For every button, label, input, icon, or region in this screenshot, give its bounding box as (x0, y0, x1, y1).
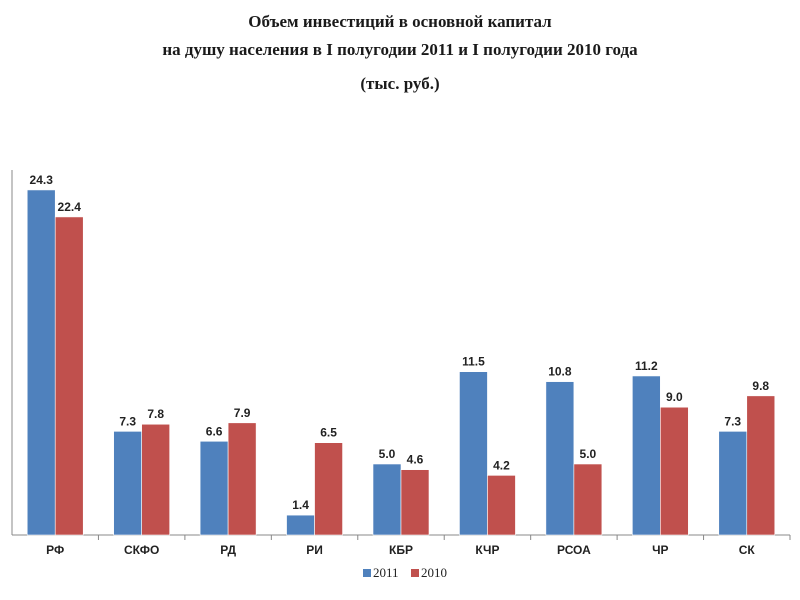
data-label-2011-7: 11.2 (635, 359, 658, 373)
legend-label-2010: 2010 (421, 565, 447, 580)
legend-swatch-2011 (363, 569, 371, 577)
bar-2010-7 (660, 406, 689, 536)
data-label-2010-2: 7.9 (234, 406, 251, 420)
bar-2010-1 (141, 423, 170, 536)
data-label-2011-0: 24.3 (30, 173, 54, 187)
data-label-2010-1: 7.8 (147, 407, 164, 421)
x-tick-label: ЧР (652, 543, 668, 557)
x-tick-label: КБР (389, 543, 413, 557)
data-label-2011-3: 1.4 (292, 498, 309, 512)
bar-2010-3 (314, 442, 343, 536)
bar-2011-2 (199, 440, 229, 536)
x-tick-label: РСОА (557, 543, 591, 557)
data-label-2010-4: 4.6 (407, 453, 424, 467)
data-label-2010-7: 9.0 (666, 390, 683, 404)
bar-2010-2 (227, 422, 257, 536)
bar-2011-5 (459, 371, 488, 536)
chart-title: Объем инвестиций в основной капитал на д… (0, 8, 800, 98)
x-tick-label: РФ (46, 543, 64, 557)
bar-2011-6 (545, 381, 575, 536)
data-label-2011-6: 10.8 (548, 365, 572, 379)
bar-2011-7 (632, 375, 661, 536)
data-label-2011-2: 6.6 (206, 424, 223, 438)
data-label-2011-8: 7.3 (724, 414, 741, 428)
x-tick-label: РД (220, 543, 236, 557)
data-label-2010-5: 4.2 (493, 458, 510, 472)
bar-2011-0 (26, 189, 56, 536)
bar-2010-6 (573, 463, 603, 536)
bar-2011-8 (718, 431, 748, 536)
x-tick-label: КЧР (475, 543, 499, 557)
bar-2010-4 (400, 469, 430, 536)
x-tick-label: СКФО (124, 543, 159, 557)
legend-label-2011: 2011 (373, 565, 399, 580)
legend-swatch-2010 (411, 569, 419, 577)
bar-2011-3 (286, 514, 315, 536)
chart-unit-label: (тыс. руб.) (360, 74, 440, 93)
data-label-2011-4: 5.0 (379, 447, 396, 461)
x-tick-label: СК (739, 543, 756, 557)
data-label-2010-3: 6.5 (320, 426, 337, 440)
bar-2010-0 (54, 216, 84, 536)
data-label-2011-5: 11.5 (462, 355, 485, 369)
data-label-2010-0: 22.4 (58, 200, 82, 214)
chart-title-line-1: Объем инвестиций в основной капитал (248, 12, 552, 31)
x-tick-label: РИ (306, 543, 323, 557)
bar-2010-5 (487, 475, 516, 536)
data-label-2010-6: 5.0 (580, 447, 597, 461)
bar-2011-4 (372, 463, 402, 536)
chart-title-line-2: на душу населения в I полугодии 2011 и I… (162, 40, 638, 59)
bar-2011-1 (113, 431, 142, 536)
data-label-2011-1: 7.3 (119, 414, 136, 428)
data-label-2010-8: 9.8 (752, 379, 769, 393)
bar-2010-8 (746, 395, 776, 536)
